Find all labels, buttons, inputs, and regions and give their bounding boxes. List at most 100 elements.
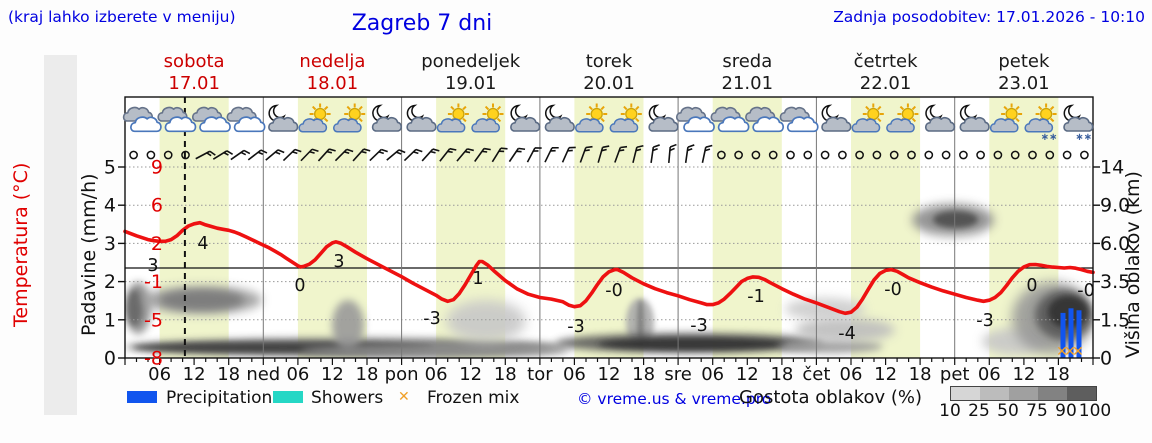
weather-icon-moon-cloud [406, 104, 437, 132]
temp-extreme-label: -3 [690, 316, 707, 336]
hour-label: 12 [183, 364, 206, 385]
wind-barb-icon [701, 144, 713, 163]
wind-barb-icon [684, 144, 695, 164]
colorbar-label: 10 [939, 401, 961, 421]
side-strip [44, 55, 77, 415]
wind-barb-icon [491, 147, 508, 163]
menu-hint: (kraj lahko izberete v meniju) [8, 8, 236, 26]
wind-barb-icon [456, 148, 474, 162]
weather-icon-sun-cloud [575, 103, 608, 133]
cloud-tick: 14 [1100, 157, 1124, 179]
hour-label: 12 [874, 364, 897, 385]
temp-extreme-label: -3 [976, 311, 993, 331]
cloud-tick: 0 [1100, 348, 1112, 370]
day-abbrev: čet [802, 364, 830, 385]
daylight-band [712, 97, 782, 358]
temp-extreme-label: -1 [747, 287, 764, 307]
hour-label: 12 [321, 364, 344, 385]
hour-label: 18 [770, 364, 793, 385]
hour-label: 18 [632, 364, 655, 385]
temp-extreme-label: -3 [423, 309, 440, 329]
wind-barb-icon [526, 147, 542, 163]
weather-icon-moon-cloud [510, 104, 541, 132]
cloud-tick: 9.0 [1100, 195, 1130, 217]
weather-icon-sun-cloud [609, 103, 642, 133]
copyright-link[interactable]: © vreme.us & vreme.pro [577, 390, 772, 408]
day-date: 18.01 [306, 73, 359, 94]
weather-icon-sun-cloud-snow: ∗∗ [1024, 103, 1058, 143]
wind-calm-icon [163, 150, 173, 160]
weather-icon-cloudy [745, 106, 785, 133]
wind-calm-icon [786, 150, 795, 160]
day-date: 23.01 [998, 73, 1050, 94]
wind-calm-icon [889, 150, 899, 160]
weather-icon-moon-cloud [821, 104, 852, 132]
temp-extreme-label: 0 [294, 276, 305, 296]
hour-label: 18 [494, 364, 517, 385]
wind-calm-icon [1028, 150, 1037, 160]
weather-icon-moon-cloud [268, 104, 299, 132]
hour-label: 18 [1047, 364, 1070, 385]
wind-barb-icon [439, 147, 457, 162]
temp-extreme-label: 3 [333, 252, 344, 272]
wind-barb-icon [334, 148, 354, 162]
weather-icon-sun-cloud [298, 103, 331, 133]
wind-calm-icon [146, 150, 156, 160]
frozen-mix-icon: ✕ [398, 389, 410, 405]
hour-label: 06 [425, 364, 448, 385]
wind-calm-icon [1010, 150, 1020, 160]
hour-label: 12 [459, 364, 482, 385]
wind-barb-icon [597, 145, 610, 163]
wind-calm-icon [768, 150, 778, 160]
wind-calm-icon [993, 150, 1003, 160]
weather-icon-moon-cloud-snow: ∗∗ [1063, 104, 1094, 143]
precip-tick: 4 [104, 195, 116, 217]
wind-calm-icon [941, 150, 951, 160]
day-name: sobota [163, 51, 225, 72]
temp-tick: 2 [151, 233, 163, 255]
wind-barb-icon [230, 149, 251, 161]
weather-icon-cloudy [710, 106, 750, 133]
hour-label: 12 [598, 364, 621, 385]
hour-label: 12 [1012, 364, 1035, 385]
page-title: Zagreb 7 dni [351, 11, 493, 36]
frozen-mix-marker: ✕ [1072, 344, 1084, 360]
wind-calm-icon [872, 150, 882, 160]
day-date: 17.01 [168, 73, 220, 94]
colorbar-labels: 10 25 50 75 90 100 [0, 401, 1152, 421]
wind-calm-icon [1080, 150, 1089, 160]
precipitation-label: Precipitation [166, 388, 273, 408]
cloud-tick: 1.5 [1100, 309, 1130, 331]
day-abbrev: pon [385, 364, 419, 385]
frozen-mix-marker: ✕ [1056, 344, 1068, 360]
wind-barb-icon [668, 143, 677, 164]
wind-calm-icon [959, 150, 968, 160]
colorbar-label: 75 [1026, 401, 1048, 421]
wind-calm-icon [734, 150, 743, 160]
weather-icon-moon-cloud [648, 104, 679, 132]
day-date: 22.01 [859, 73, 912, 94]
wind-calm-icon [820, 150, 830, 160]
weather-icon-sun-cloud [333, 103, 366, 133]
wind-barb-icon [212, 150, 234, 160]
wind-calm-icon [129, 150, 138, 160]
day-name: petek [998, 51, 1050, 72]
hour-label: 06 [701, 364, 724, 385]
temp-extreme-label: -0 [884, 280, 901, 300]
hour-label: 06 [286, 364, 309, 385]
weather-icon-cloudy [675, 106, 715, 133]
wind-barb-icon [369, 148, 388, 162]
temp-extreme-label: -3 [567, 317, 584, 337]
cloud-tick: 6.0 [1100, 233, 1130, 255]
day-abbrev: sre [664, 364, 691, 385]
precip-tick: 0 [104, 348, 116, 370]
weather-icon-moon-cloud [924, 104, 956, 132]
daylight-band [851, 97, 921, 358]
wind-barb-icon [403, 148, 423, 162]
day-abbrev: tor [527, 364, 553, 385]
wind-barb-icon [265, 149, 285, 161]
colorbar-segment [1067, 387, 1096, 400]
wind-barb-icon [195, 150, 216, 160]
